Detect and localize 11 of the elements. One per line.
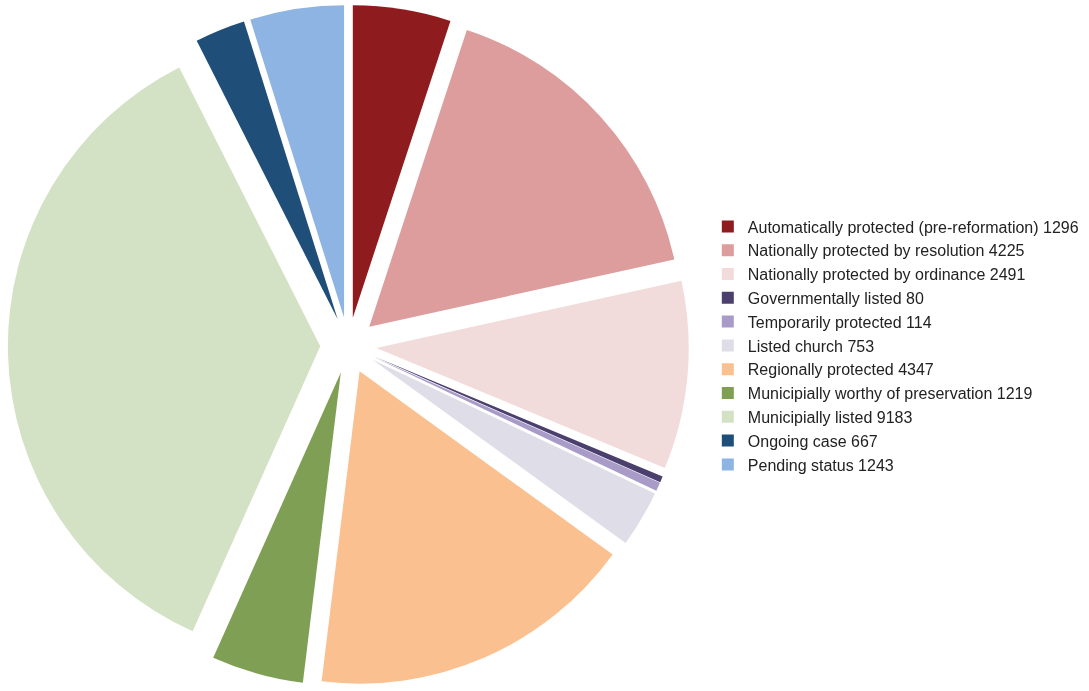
legend-label: Listed church 753 xyxy=(747,337,875,355)
legend-label: Municipially listed 9183 xyxy=(747,409,913,427)
legend-label: Ongoing case 667 xyxy=(747,432,878,450)
legend-label: Temporarily protected 114 xyxy=(747,313,932,331)
legend-label: Automatically protected (pre-reformation) 1296 xyxy=(747,218,1079,236)
legend-label: Pending status 1243 xyxy=(747,456,894,474)
legend-label: Municipially worthy of preservation 1219 xyxy=(747,385,1033,403)
legend-label: Governmentally listed 80 xyxy=(747,290,924,308)
legend-label: Regionally protected 4347 xyxy=(747,361,934,379)
legend-label: Nationally protected by resolution 4225 xyxy=(747,242,1025,260)
legend-label: Nationally protected by ordinance 2491 xyxy=(747,266,1026,284)
